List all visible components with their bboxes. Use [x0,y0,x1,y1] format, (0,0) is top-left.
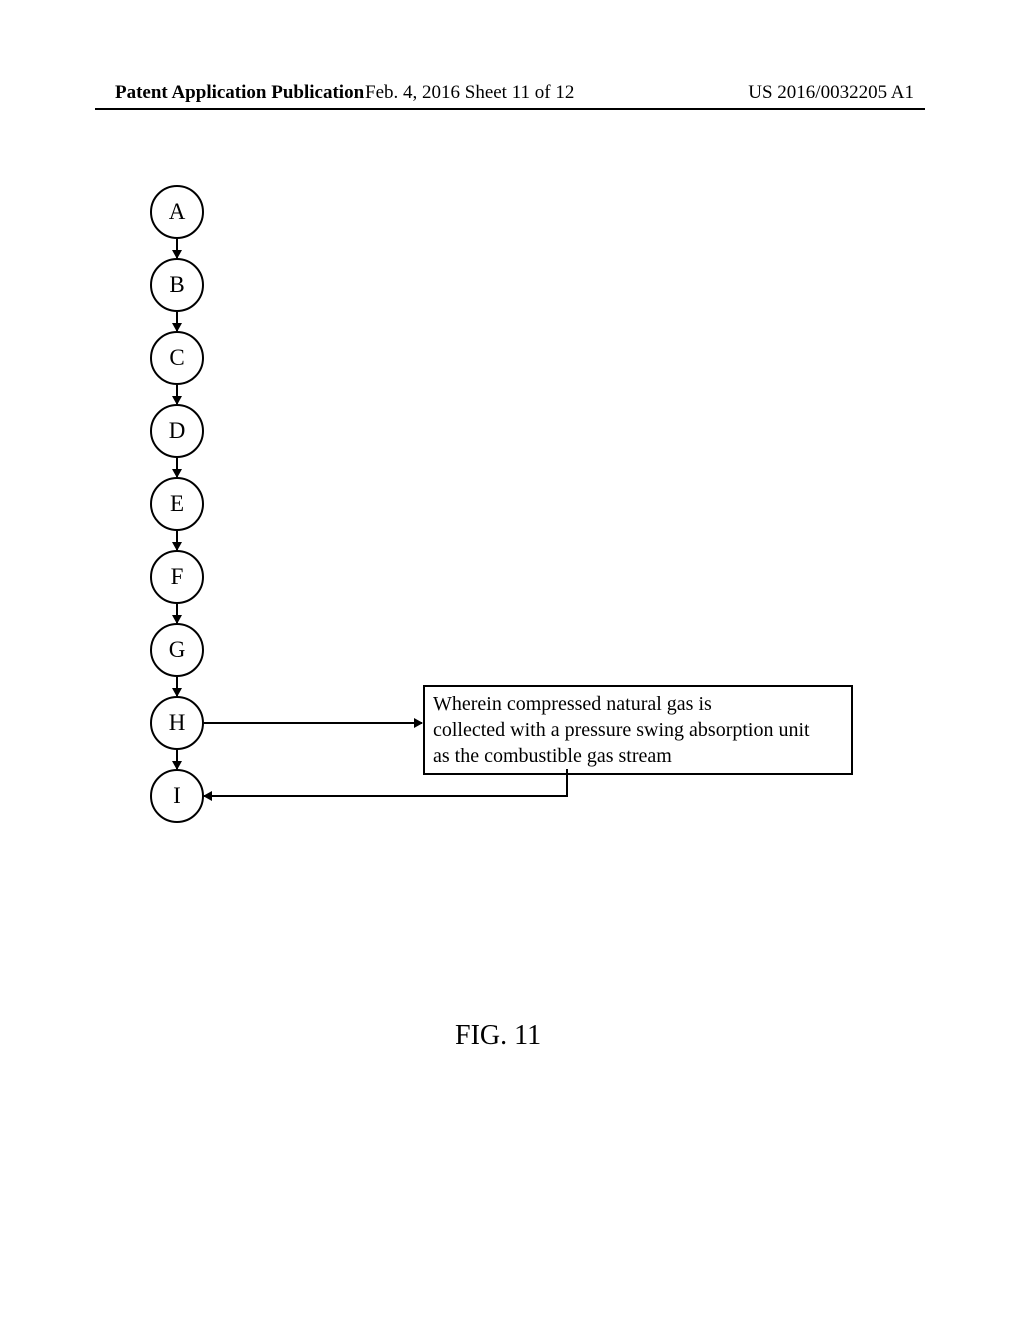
process-description-box: Wherein compressed natural gas is collec… [423,685,853,775]
header-center: Feb. 4, 2016 Sheet 11 of 12 [365,82,574,104]
node-g: G [150,623,204,677]
arrow-b-c [176,312,178,331]
header-rule [95,108,925,110]
node-d: D [150,404,204,458]
arrow-box-to-i [204,795,568,797]
arrow-a-b [176,239,178,258]
node-f: F [150,550,204,604]
node-h: H [150,696,204,750]
node-label: A [169,199,186,225]
header-right: US 2016/0032205 A1 [748,82,914,104]
node-label: D [169,418,186,444]
return-line-vertical [566,769,568,795]
node-label: B [169,272,184,298]
page-header: Patent Application Publication Feb. 4, 2… [0,82,1024,104]
node-label: G [169,637,186,663]
node-label: H [169,710,186,736]
node-i: I [150,769,204,823]
arrow-g-h [176,677,178,696]
node-b: B [150,258,204,312]
arrow-f-g [176,604,178,623]
node-label: I [173,783,181,809]
arrow-h-i [176,750,178,769]
box-line-3: as the combustible gas stream [433,743,843,769]
node-a: A [150,185,204,239]
arrow-h-to-box [204,722,422,724]
node-label: F [171,564,184,590]
node-c: C [150,331,204,385]
figure-label: FIG. 11 [455,1020,541,1052]
arrow-e-f [176,531,178,550]
box-line-1: Wherein compressed natural gas is [433,691,843,717]
arrow-c-d [176,385,178,404]
arrow-d-e [176,458,178,477]
node-e: E [150,477,204,531]
box-line-2: collected with a pressure swing absorpti… [433,717,843,743]
header-left: Patent Application Publication [115,82,364,104]
node-label: E [170,491,184,517]
node-label: C [169,345,184,371]
